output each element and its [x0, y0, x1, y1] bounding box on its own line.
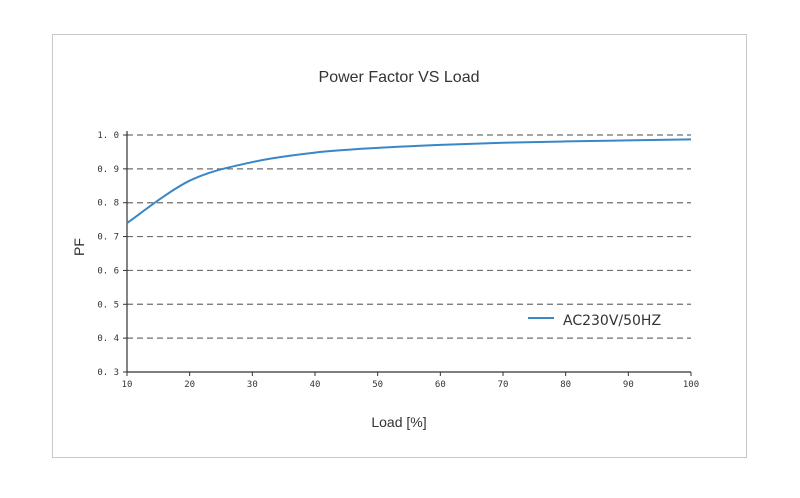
x-tick-label: 30 [247, 380, 258, 390]
y-tick-label: 1. 0 [97, 131, 119, 141]
x-axis-label: Load [%] [371, 414, 426, 430]
y-axis-label: PF [71, 238, 87, 256]
x-tick-label: 80 [560, 380, 571, 390]
x-tick-label: 70 [498, 380, 509, 390]
legend-label: AC230V/50HZ [563, 313, 661, 329]
y-tick-label: 0. 4 [97, 334, 119, 344]
y-tick-label: 0. 6 [97, 266, 119, 276]
series-line-0 [126, 138, 692, 224]
x-tick-label: 100 [683, 380, 699, 390]
chart-title: Power Factor VS Load [319, 69, 480, 86]
axes [123, 131, 692, 376]
x-tick-label: 50 [372, 380, 383, 390]
y-tick-label: 0. 3 [97, 368, 119, 378]
y-tick-label: 0. 5 [97, 300, 119, 310]
y-tick-label: 0. 8 [97, 199, 119, 209]
legend: AC230V/50HZ [528, 313, 661, 329]
x-tick-label: 40 [310, 380, 321, 390]
series-lines [126, 138, 692, 224]
x-tick-label: 60 [435, 380, 446, 390]
x-tick-label: 90 [623, 380, 634, 390]
x-tick-label: 10 [122, 380, 133, 390]
grid-lines [127, 134, 691, 339]
y-tick-label: 0. 9 [97, 165, 119, 175]
x-tick-label: 20 [184, 380, 195, 390]
y-tick-labels: 0. 3 0. 4 0. 5 0. 6 0. 7 0. 8 0. 9 1. 0 [97, 131, 119, 378]
x-tick-labels: 10 20 30 40 50 60 70 80 90 100 [122, 380, 700, 390]
chart-frame [52, 34, 747, 458]
y-tick-label: 0. 7 [97, 233, 119, 243]
